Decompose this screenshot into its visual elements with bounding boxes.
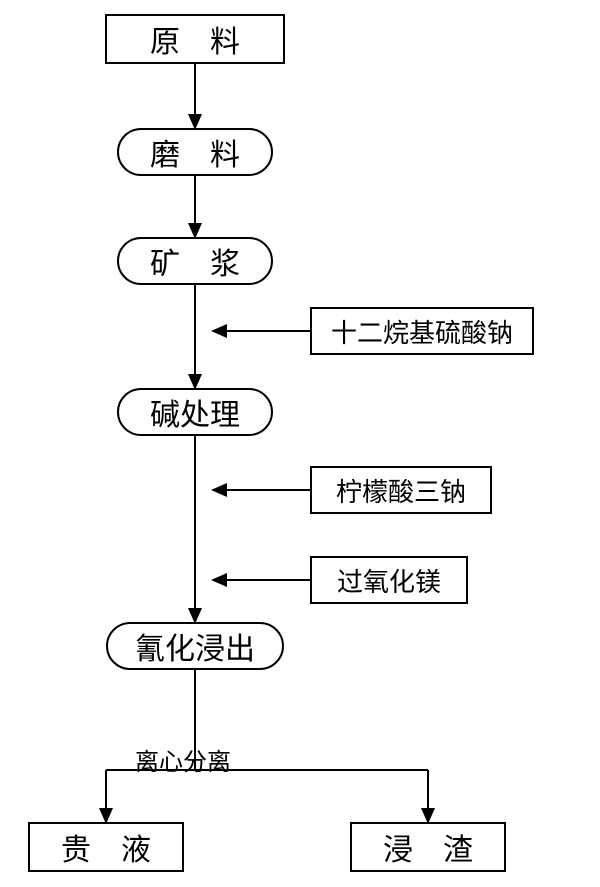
flow-arrows (0, 0, 600, 887)
node-magnesium-peroxide: 过氧化镁 (310, 556, 468, 604)
label-centrifuge: 离心分离 (135, 742, 231, 777)
node-pregnant-liquor: 贵 液 (28, 822, 184, 872)
node-sds-reagent: 十二烷基硫酸钠 (310, 307, 534, 355)
node-grinding: 磨 料 (117, 128, 273, 176)
node-slurry: 矿 浆 (117, 237, 273, 285)
node-raw-material: 原 料 (105, 14, 285, 64)
node-trisodium-citrate: 柠檬酸三钠 (310, 466, 492, 514)
node-leach-residue: 浸 渣 (350, 822, 506, 872)
node-cyanide-leaching: 氰化浸出 (106, 622, 284, 670)
node-alkali-treatment: 碱处理 (117, 388, 273, 436)
